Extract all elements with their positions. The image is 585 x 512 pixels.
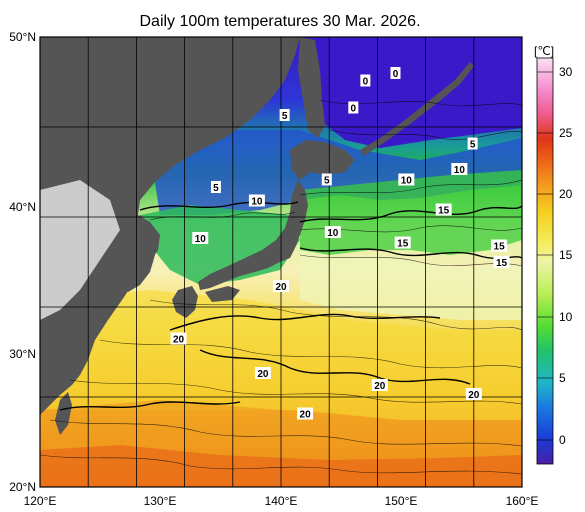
contour-label-bg xyxy=(398,173,415,186)
contour-label: 20 xyxy=(468,390,480,401)
contour-label: 15 xyxy=(397,239,409,250)
ice-area xyxy=(40,180,120,320)
contour-label: 15 xyxy=(494,242,506,253)
contour-label: 15 xyxy=(438,206,450,217)
map-title: Daily 100m temperatures 30 Mar. 2026. xyxy=(139,13,421,30)
graticule xyxy=(40,37,522,487)
contour-label-bg xyxy=(254,367,271,379)
contour-label: 20 xyxy=(173,335,185,346)
colorbar-tick-5: 5 xyxy=(559,371,566,385)
contour-label-bg xyxy=(297,407,314,420)
pale-mixed-water xyxy=(300,250,522,320)
korean-peninsula xyxy=(120,215,155,292)
colorbar-unit: [℃] xyxy=(534,44,554,58)
contour-label-bg xyxy=(279,109,290,121)
contour-label-bg xyxy=(371,379,388,391)
lat-label-30n: 30°N xyxy=(9,347,36,361)
contour-label: 5 xyxy=(213,183,219,194)
colorbar-tick-10: 10 xyxy=(559,310,573,324)
honshu-island xyxy=(198,180,308,290)
contour-label: 10 xyxy=(401,176,413,187)
kuril-islands xyxy=(360,62,474,156)
lat-label-50n: 50°N xyxy=(9,30,36,44)
contour-label-bg xyxy=(248,194,265,207)
hokkaido-island xyxy=(290,140,355,180)
contour-label-bg xyxy=(210,181,221,193)
contour-label-bg xyxy=(348,101,359,114)
contour-label-bg xyxy=(390,67,401,79)
shikoku-island xyxy=(205,286,240,302)
lat-label-20n: 20°N xyxy=(9,480,36,494)
lon-label-140e: 140°E xyxy=(265,494,298,508)
colorbar: [℃] 30 25 20 15 10 5 0 xyxy=(534,44,573,465)
contour-label-bg xyxy=(465,388,482,400)
contour-label: 5 xyxy=(282,111,288,122)
contour-label: 0 xyxy=(363,77,369,88)
contour-label: 0 xyxy=(351,104,357,115)
contour-label: 20 xyxy=(275,282,287,293)
contour-label: 10 xyxy=(327,228,339,239)
colorbar-scale xyxy=(536,57,554,465)
contour-label-bg xyxy=(394,236,411,249)
colorbar-tick-25: 25 xyxy=(559,126,573,140)
lat-label-40n: 40°N xyxy=(9,200,36,214)
contour-label: 10 xyxy=(195,234,207,245)
taiwan-island xyxy=(55,392,72,435)
contour-label-bg xyxy=(451,163,468,175)
contour-label-bg xyxy=(493,256,510,268)
contour-label: 0 xyxy=(393,69,399,80)
contour-label-bg xyxy=(324,226,341,238)
contour-label: 20 xyxy=(257,369,269,380)
contour-label: 20 xyxy=(374,381,386,392)
asian-mainland xyxy=(40,37,300,415)
contour-label: 5 xyxy=(470,140,476,151)
lon-label-160e: 160°E xyxy=(506,494,539,508)
contour-label: 20 xyxy=(300,410,312,421)
contour-labels: 0 0 0 5 5 5 5 10 10 10 10 10 15 15 15 15 20 20 20 20 20 20 xyxy=(170,67,510,421)
longitude-labels: 120°E 130°E 140°E 150°E 160°E xyxy=(24,494,539,508)
lon-label-150e: 150°E xyxy=(385,494,418,508)
contour-label-bg xyxy=(321,173,332,186)
contour-label-bg xyxy=(491,239,508,252)
contour-label: 5 xyxy=(324,176,330,187)
contour-label: 10 xyxy=(251,197,263,208)
sakhalin-island xyxy=(298,37,325,138)
colorbar-tick-30: 30 xyxy=(559,65,573,79)
contour-label-bg xyxy=(192,232,209,244)
lon-label-120e: 120°E xyxy=(24,494,57,508)
contour-label-bg xyxy=(170,332,187,345)
contour-label-bg xyxy=(435,203,452,216)
okhotsk-cold-water xyxy=(300,37,522,148)
contour-label: 10 xyxy=(454,165,466,176)
contour-label-bg xyxy=(467,137,478,150)
map-frame xyxy=(39,36,523,488)
kuroshio-front-green xyxy=(300,170,522,255)
contour-label-bg xyxy=(360,74,371,87)
lon-label-130e: 130°E xyxy=(144,494,177,508)
latitude-labels: 50°N 40°N 30°N 20°N xyxy=(9,30,36,494)
colorbar-tick-15: 15 xyxy=(559,248,573,262)
colorbar-tick-0: 0 xyxy=(559,433,566,447)
contour-label-bg xyxy=(273,280,289,292)
colorbar-tick-20: 20 xyxy=(559,187,573,201)
contour-label: 15 xyxy=(496,258,508,269)
